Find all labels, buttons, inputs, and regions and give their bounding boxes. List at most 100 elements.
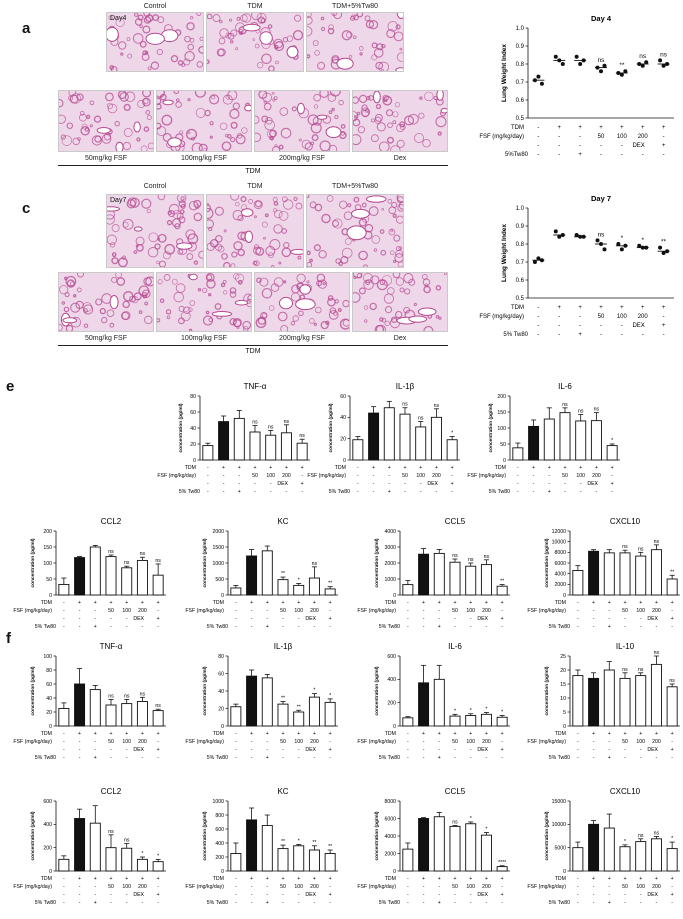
chart-title: CCL5 (445, 517, 466, 526)
treatment-symbol: - (314, 624, 316, 630)
bar (650, 549, 662, 596)
treatment-row-label: FSF (mg/kg/day) (467, 473, 506, 479)
chart-title: KC (277, 787, 288, 796)
treatment-symbol: + (578, 305, 582, 311)
y-axis-label: concentration (pg/ml) (178, 403, 184, 452)
significance-label: ns (638, 667, 644, 673)
treatment-symbol: - (600, 332, 602, 338)
label-c-tdm: TDM (247, 183, 263, 190)
significance-label: ns (660, 51, 668, 58)
micrograph-c-control (106, 194, 204, 268)
alveolus (309, 258, 313, 263)
alveolus (321, 213, 331, 224)
alveolus (230, 121, 238, 129)
alveolus (137, 14, 144, 21)
treatment-symbol: - (142, 755, 144, 761)
alveolus (291, 106, 297, 112)
alveolus (145, 110, 151, 115)
alveolus (248, 199, 253, 204)
treatment-symbol: - (63, 884, 65, 890)
treatment-symbol: + (125, 600, 128, 606)
treatment-symbol: - (126, 892, 128, 898)
alveolus (375, 324, 387, 331)
treatment-symbol: - (608, 884, 610, 890)
treatment-symbol: + (639, 876, 642, 882)
alveolus (344, 238, 352, 245)
treatment-symbol: - (501, 624, 503, 630)
treatment-symbol: - (436, 489, 438, 495)
alveolus (279, 107, 289, 116)
airway (107, 26, 119, 42)
y-tick-label: 4000 (384, 834, 396, 840)
alveolus (379, 229, 385, 234)
alveolus (298, 310, 304, 317)
y-tick-label: 10000 (552, 539, 567, 545)
significance-label: * (157, 853, 159, 859)
alveolus (180, 311, 191, 322)
treatment-row-label: DEX (277, 481, 288, 487)
alveolus (253, 246, 262, 255)
panel-letter-f: f (6, 630, 11, 647)
alveolus (188, 200, 199, 211)
alveolus (265, 117, 273, 125)
y-axis-label: concentration (pg/ml) (374, 538, 380, 587)
alveolus (254, 260, 260, 267)
treatment-symbol: + (608, 600, 611, 606)
treatment-symbol: 100 (466, 884, 475, 890)
significance-label: * (621, 235, 624, 242)
treatment-symbol: 100 (122, 608, 131, 614)
treatment-symbol: + (438, 600, 441, 606)
bar (465, 565, 477, 596)
y-tick-label: 0 (393, 593, 396, 599)
alveolus (392, 213, 397, 218)
treatment-symbol: - (79, 747, 81, 753)
alveolus (435, 285, 442, 291)
alveolus (89, 100, 95, 106)
alveolus (292, 30, 303, 41)
treatment-symbol: - (642, 143, 644, 149)
treatment-symbol: + (157, 747, 160, 753)
treatment-symbol: - (593, 755, 595, 761)
significance-label: * (485, 827, 487, 833)
treatment-symbol: - (663, 332, 665, 338)
alveolus (101, 316, 108, 324)
alveolus (101, 134, 112, 144)
significance-label: ns (452, 553, 458, 559)
alveolus (382, 95, 393, 106)
bar (418, 818, 430, 872)
alveolus (253, 200, 263, 210)
chart-title: IL-10 (616, 642, 635, 651)
y-tick-label: 100 (497, 426, 506, 432)
alveolus (251, 13, 262, 21)
airway (351, 208, 370, 219)
treatment-symbol: - (79, 739, 81, 745)
alveolus (310, 122, 322, 134)
alveolus (338, 261, 344, 267)
alveolus (363, 305, 369, 310)
treatment-symbol: + (297, 731, 300, 737)
alveolus (158, 260, 167, 267)
bar (465, 715, 477, 727)
label-a-200: 200mg/kg FSF (279, 155, 325, 162)
significance-label: ** (297, 704, 301, 710)
treatment-symbol: - (423, 739, 425, 745)
alveolus (418, 112, 425, 119)
group-line-a (58, 165, 448, 166)
alveolus (205, 310, 210, 315)
treatment-row-label: 5% Tw80 (549, 900, 570, 906)
bar (588, 550, 600, 596)
treatment-symbol: - (357, 473, 359, 479)
treatment-symbol: - (486, 624, 488, 630)
treatment-row-label: DEX (477, 747, 488, 753)
significance-label: * (313, 688, 315, 694)
treatment-symbol: - (438, 616, 440, 622)
alveolus (117, 91, 127, 100)
alveolus (268, 135, 274, 140)
alveolus (399, 124, 406, 130)
alveolus (386, 29, 396, 39)
panel-letter-a: a (22, 20, 31, 37)
y-tick-label: 60 (218, 671, 224, 677)
alveolus (364, 319, 368, 323)
treatment-symbol: + (501, 731, 504, 737)
data-point (602, 63, 607, 68)
